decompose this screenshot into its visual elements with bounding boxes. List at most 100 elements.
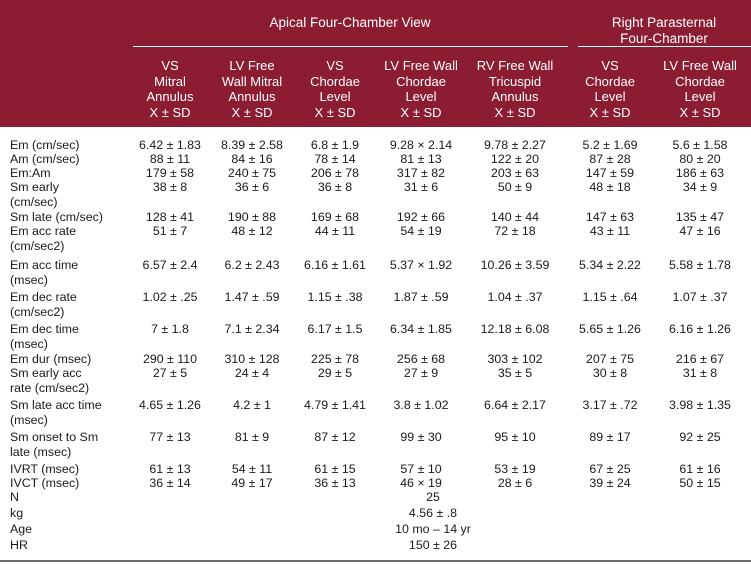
column-header: LV Free Wall Chordae Level X ± SD: [652, 58, 748, 120]
table-cell: 1.02 ± .25: [142, 290, 198, 304]
column-header-line: X ± SD: [314, 104, 356, 120]
table-cell: 39 ± 24: [589, 476, 631, 490]
table-cell: 9.78 ± 2.27: [484, 138, 546, 152]
column-header-line: LV Free Wall: [384, 58, 458, 73]
column-header-line: Wall Mitral: [221, 73, 283, 89]
column-header-line: Chordae: [310, 73, 360, 89]
column-header-line: Level: [684, 89, 716, 105]
column-header-line: X ± SD: [589, 104, 631, 120]
row-label-line: (cm/sec2): [10, 304, 65, 319]
table-cell: 5.34 ± 2.22: [579, 258, 641, 272]
table-cell: 310 ± 128: [224, 352, 280, 366]
column-header-line: Mitral: [154, 73, 186, 89]
row-label-line: (msec): [10, 272, 48, 287]
table-cell: 49 ± 17: [231, 476, 273, 490]
row-label: Em:Am: [10, 166, 51, 181]
table-cell: 50 ± 15: [679, 476, 721, 490]
table-cell: 206 ± 78: [310, 166, 360, 180]
row-label-line: (cm/sec2): [10, 238, 65, 253]
table-cell: 72 ± 18: [494, 224, 536, 238]
group-divider-apical: [133, 46, 568, 47]
table-cell: 44 ± 11: [314, 224, 356, 238]
table-cell: 54 ± 11: [231, 462, 273, 476]
table-cell: 36 ± 13: [314, 476, 356, 490]
table-cell: 67 ± 25: [589, 462, 631, 476]
table-cell: 5.58 ± 1.78: [669, 258, 731, 272]
column-header-line: Chordae: [675, 73, 725, 89]
table-cell: 9.28 × 2.14: [389, 138, 453, 152]
column-header-line: Annulus: [228, 89, 276, 105]
table-cell: 169 ± 68: [310, 210, 360, 224]
table-cell: 89 ± 17: [589, 430, 631, 444]
table-cell: 256 ± 68: [396, 352, 446, 366]
column-header-line: Annulus: [146, 89, 194, 105]
column-header-line: RV Free Wall: [476, 58, 554, 73]
table-cell: 303 ± 102: [487, 352, 543, 366]
table-cell: 5.2 ± 1.69: [582, 138, 638, 152]
table-cell: 207 ± 75: [585, 352, 635, 366]
table-cell: 36 ± 8: [317, 180, 353, 194]
table-cell: 6.8 ± 1.9: [310, 138, 360, 152]
table-cell: 147 ± 63: [585, 210, 635, 224]
table-cell: 3.17 ± .72: [582, 398, 638, 412]
column-header-line: Level: [319, 89, 351, 105]
table-cell: 6.34 ± 1.85: [390, 322, 452, 336]
row-label: Em dec rate (cm/sec2): [10, 290, 77, 319]
column-header-line: X ± SD: [400, 104, 442, 120]
column-header-line: X ± SD: [494, 104, 536, 120]
summary-value: 4.56 ± .8: [408, 506, 458, 520]
table-cell: 3.8 ± 1.02: [393, 398, 449, 412]
table-cell: 61 ± 16: [679, 462, 721, 476]
column-header: LV Free Wall Chordae Level X ± SD: [373, 58, 469, 120]
group-header-parasternal-line1: Right Parasternal: [611, 15, 717, 30]
row-label-line: (msec): [10, 336, 48, 351]
table-cell: 6.64 ± 2.17: [484, 398, 546, 412]
table-cell: 317 ± 82: [396, 166, 446, 180]
table-cell: 88 ± 11: [149, 152, 191, 166]
row-label-line: Em dur (msec): [10, 352, 92, 366]
table-cell: 48 ± 12: [231, 224, 273, 238]
column-header-line: Level: [405, 89, 437, 105]
row-label: Sm late acc time (msec): [10, 398, 102, 427]
column-header: VS Chordae Level X ± SD: [562, 58, 658, 120]
table-cell: 6.42 ± 1.83: [139, 138, 201, 152]
column-header-line: Tricuspid: [488, 73, 542, 89]
table-cell: 27 ± 9: [403, 366, 439, 380]
table-cell: 6.2 ± 2.43: [224, 258, 280, 272]
table-cell: 30 ± 8: [592, 366, 628, 380]
table-cell: 24 ± 4: [234, 366, 270, 380]
row-label: Em acc time (msec): [10, 258, 78, 287]
table-cell: 6.57 ± 2.4: [142, 258, 198, 272]
table-cell: 192 ± 66: [396, 210, 446, 224]
row-label-line: rate (cm/sec2): [10, 380, 90, 395]
table-cell: 179 ± 58: [145, 166, 195, 180]
column-header-line: X ± SD: [231, 104, 273, 120]
column-header: RV Free Wall Tricuspid Annulus X ± SD: [467, 58, 563, 120]
table-cell: 80 ± 20: [679, 152, 721, 166]
table-cell: 122 ± 20: [490, 152, 540, 166]
table-cell: 6.16 ± 1.61: [304, 258, 366, 272]
row-label: Em dur (msec): [10, 352, 91, 367]
table-cell: 203 ± 63: [490, 166, 540, 180]
table-header: Apical Four-Chamber View Right Parastern…: [0, 0, 751, 127]
table-cell: 225 ± 78: [310, 352, 360, 366]
summary-label: N: [10, 490, 19, 504]
row-label-line: Em dec time: [10, 322, 79, 336]
row-label-line: Em acc rate: [10, 224, 77, 238]
table-cell: 28 ± 6: [497, 476, 533, 490]
summary-value: 10 mo – 14 yr: [395, 522, 471, 536]
table-cell: 216 ± 67: [675, 352, 725, 366]
row-label-line: Em:Am: [10, 166, 51, 180]
row-label-line: Sm late (cm/sec): [10, 210, 103, 224]
table-cell: 95 ± 10: [494, 430, 536, 444]
table-cell: 57 ± 10: [400, 462, 442, 476]
column-header-line: LV Free Wall: [663, 58, 737, 73]
table-cell: 128 ± 41: [145, 210, 195, 224]
row-label: Am (cm/sec): [10, 152, 80, 167]
table-cell: 1.87 ± .59: [393, 290, 449, 304]
column-header-line: X ± SD: [679, 104, 721, 120]
row-label: Em acc rate (cm/sec2): [10, 224, 76, 253]
column-header-line: Level: [594, 89, 626, 105]
row-label: Sm late (cm/sec): [10, 210, 103, 225]
column-header: VS Chordae Level X ± SD: [287, 58, 383, 120]
